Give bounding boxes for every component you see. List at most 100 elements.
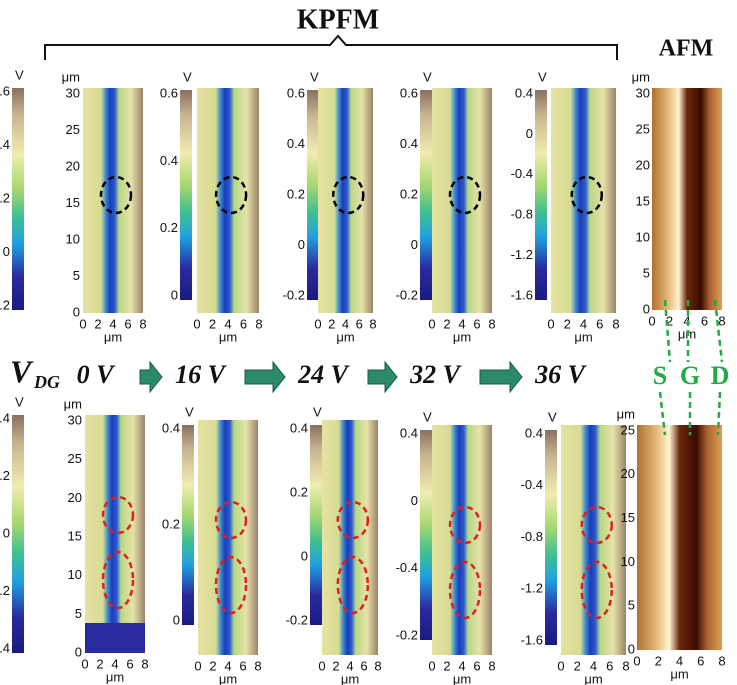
- colorbar-tick-label: -0.4: [396, 560, 418, 575]
- x-tick-label: 4: [458, 658, 465, 673]
- colorbar: [182, 425, 194, 625]
- colorbar-tick-label: 0.2: [400, 186, 418, 201]
- highlight-ellipse: [101, 550, 135, 610]
- colorbar-tick-label: 0.4: [160, 153, 178, 168]
- colorbar: [310, 425, 322, 625]
- colorbar-tick-label: 0: [526, 126, 533, 141]
- colorbar: [545, 430, 557, 645]
- y-tick-label: 20: [66, 158, 80, 173]
- y-tick-label: 15: [68, 528, 82, 543]
- afm-map: [637, 425, 722, 650]
- colorbar-tick-label: 0.2: [290, 484, 308, 499]
- x-tick-label: 6: [596, 316, 603, 331]
- x-tick-label: 4: [111, 656, 118, 671]
- highlight-ellipse: [448, 560, 482, 620]
- terminal-label: S: [653, 361, 667, 390]
- x-tick-label: 2: [209, 316, 216, 331]
- colorbar-tick-label: -0.2: [283, 287, 305, 302]
- highlight-ellipse: [214, 555, 248, 615]
- x-tick-label: 2: [574, 658, 581, 673]
- x-tick-label: 8: [488, 658, 495, 673]
- highlight-ellipse: [214, 175, 248, 215]
- y-tick-label: 20: [68, 490, 82, 505]
- x-unit: μm: [453, 671, 471, 685]
- colorbar: [180, 90, 192, 300]
- x-tick-label: 2: [332, 658, 339, 673]
- kpfm-map: [551, 88, 616, 313]
- x-tick-label: 2: [564, 316, 571, 331]
- vdg-subscript: DG: [33, 372, 60, 392]
- colorbar-tick-label: -0.4: [511, 166, 533, 181]
- y-tick-label: 25: [636, 121, 650, 136]
- highlight-ellipse: [580, 505, 613, 545]
- colorbar: [535, 90, 547, 300]
- kpfm-map: [561, 425, 626, 655]
- colorbar-tick-label: -0.2: [396, 287, 418, 302]
- x-tick-label: 6: [240, 316, 247, 331]
- colorbar: [12, 88, 24, 310]
- colorbar-tick-label: 0.4: [290, 420, 308, 435]
- x-tick-label: 0: [194, 658, 201, 673]
- kpfm-map: [432, 88, 492, 313]
- x-tick-label: 4: [676, 653, 683, 668]
- highlight-ellipse: [214, 500, 248, 540]
- colorbar-tick-label: 0: [411, 237, 418, 252]
- highlight-ellipse: [336, 500, 370, 540]
- kpfm-map: [322, 420, 378, 655]
- terminal-label: D: [711, 361, 730, 390]
- highlight-ellipse: [448, 505, 482, 545]
- terminal-arrow: [713, 299, 724, 363]
- gate-voltage: 32 V: [409, 360, 463, 389]
- kpfm-map: [432, 425, 492, 655]
- y-tick-label: 25: [621, 422, 635, 437]
- x-tick-label: 2: [443, 316, 450, 331]
- x-tick-label: 0: [428, 316, 435, 331]
- gate-voltage: 36 V: [534, 360, 588, 389]
- y-tick-label: 20: [636, 157, 650, 172]
- colorbar-unit: V: [310, 69, 319, 84]
- x-tick-label: 8: [612, 316, 619, 331]
- colorbar-tick-label: 0.4: [515, 85, 533, 100]
- colorbar-tick-label: -0.2: [0, 297, 10, 312]
- kpfm-title: KPFM: [297, 4, 379, 35]
- vdg-symbol: V: [10, 353, 34, 389]
- colorbar-tick-label: -1.2: [521, 581, 543, 596]
- x-tick-label: 2: [666, 313, 673, 328]
- colorbar-tick-label: 0.6: [287, 85, 305, 100]
- step-arrow: [244, 360, 286, 394]
- colorbar-unit: V: [423, 69, 432, 84]
- colorbar-tick-label: 0.4: [162, 420, 180, 435]
- step-arrow: [479, 360, 523, 394]
- colorbar-tick-label: -0.2: [396, 627, 418, 642]
- x-unit: μm: [341, 671, 359, 685]
- highlight-ellipse: [99, 175, 133, 215]
- highlight-ellipse: [101, 495, 135, 535]
- x-tick-label: 0: [428, 658, 435, 673]
- x-tick-label: 0: [79, 316, 86, 331]
- colorbar-tick-label: -0.8: [521, 529, 543, 544]
- kpfm-brace: [44, 34, 618, 60]
- y-unit: μm: [617, 406, 635, 421]
- colorbar-unit: V: [15, 67, 24, 82]
- afm-title: AFM: [659, 36, 714, 62]
- x-tick-label: 8: [255, 316, 262, 331]
- y-tick-label: 10: [621, 554, 635, 569]
- x-tick-label: 6: [606, 658, 613, 673]
- terminal-arrow: [716, 391, 722, 436]
- colorbar-tick-label: -0.4: [521, 477, 543, 492]
- colorbar: [307, 90, 319, 300]
- gate-voltage: 0 V: [77, 360, 117, 389]
- colorbar-tick-label: 0: [411, 493, 418, 508]
- y-tick-label: 0: [628, 641, 635, 656]
- x-unit: μm: [574, 329, 592, 344]
- y-tick-label: 0: [75, 644, 82, 659]
- x-tick-label: 6: [473, 316, 480, 331]
- y-tick-label: 15: [621, 510, 635, 525]
- y-tick-label: 20: [621, 466, 635, 481]
- x-tick-label: 2: [96, 656, 103, 671]
- terminal-arrow: [658, 391, 667, 436]
- x-tick-label: 6: [239, 658, 246, 673]
- colorbar: [420, 90, 432, 300]
- x-tick-label: 4: [224, 316, 231, 331]
- gate-voltage: 16 V: [175, 360, 228, 389]
